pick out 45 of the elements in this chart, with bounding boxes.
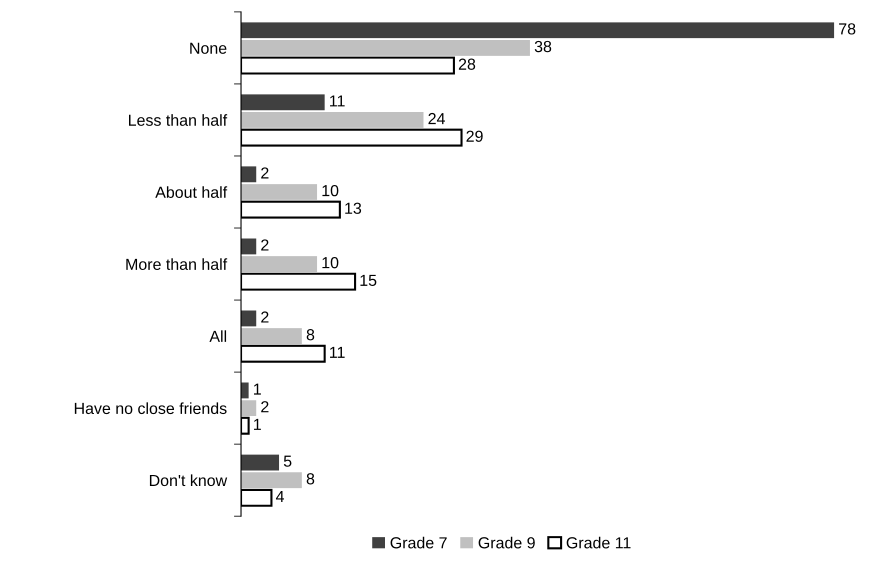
bar [241,184,318,200]
data-label: 8 [306,473,314,484]
data-label: 28 [458,58,476,70]
data-label: 13 [345,202,362,214]
bar [241,22,834,38]
data-label: 4 [276,490,284,502]
bar [241,166,256,182]
bar [241,400,256,416]
bar [241,328,302,344]
data-label: 10 [322,184,338,196]
bar [241,472,302,488]
data-label: 11 [330,346,345,358]
bar [241,310,256,326]
y-tick-label: More than half [126,258,228,270]
bar [241,382,249,398]
legend-label: Grade 7 [390,536,447,548]
data-label: 24 [428,112,445,124]
data-label: 78 [839,23,856,35]
data-label: 38 [534,40,552,52]
y-tick-label: About half [155,186,228,198]
legend-label: Grade 9 [478,536,535,548]
y-tick-label: Don't know [150,474,228,486]
data-label: 1 [254,384,261,395]
data-label: 2 [261,167,268,178]
bar [241,112,424,128]
bar [241,238,256,254]
bar [241,256,318,272]
data-label: 29 [466,130,483,142]
data-label: 2 [261,239,268,251]
data-label: 8 [306,329,314,340]
y-tick-label: All [209,330,226,342]
data-label: 11 [330,95,345,106]
bar [241,454,280,470]
y-tick-label: None [190,42,226,54]
data-label: 2 [261,401,268,412]
data-label: 10 [322,257,338,268]
y-tick-label: Less than half [129,114,228,126]
y-tick-label: Have no close friends [74,402,227,414]
legend-label: Grade 11 [566,536,631,548]
bar [241,40,530,56]
data-label: 1 [254,418,261,430]
data-label: 2 [261,311,268,323]
data-label: 15 [360,274,376,286]
bar [241,94,325,110]
data-label: 5 [284,456,292,467]
